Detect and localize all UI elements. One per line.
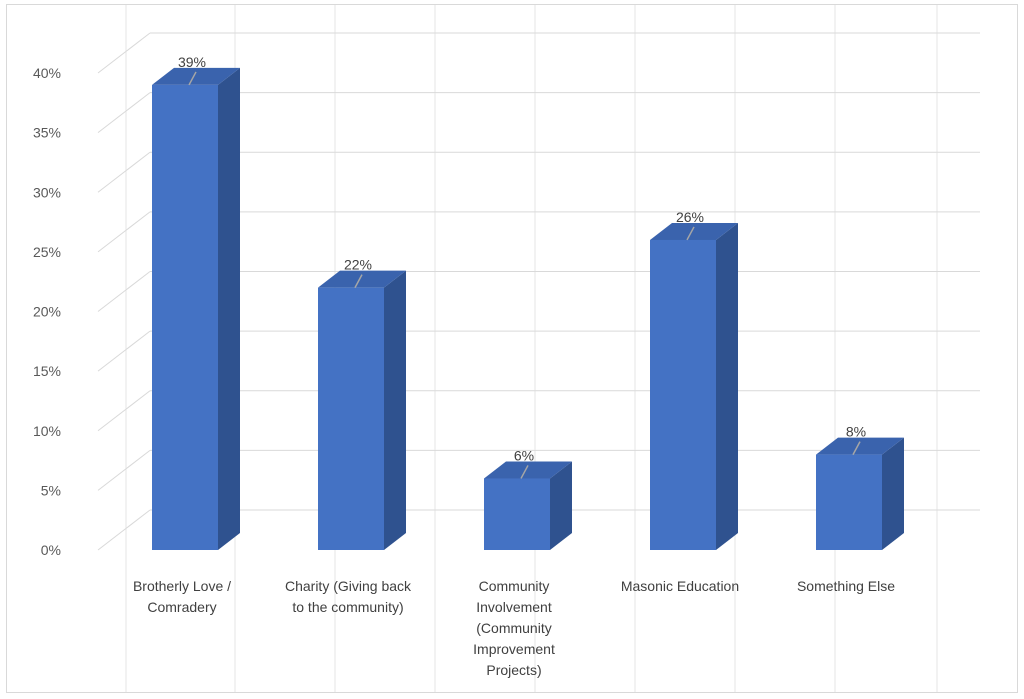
- bar-side: [716, 222, 738, 550]
- gridline-side: [97, 509, 151, 551]
- bar: [152, 84, 218, 551]
- x-category-label: Masonic Education: [621, 578, 739, 594]
- bar: [318, 287, 384, 550]
- y-tick-label: 15%: [33, 363, 61, 379]
- bar-side: [882, 437, 904, 550]
- bar-side: [384, 270, 406, 550]
- y-tick-label: 10%: [33, 423, 61, 439]
- data-label: 39%: [178, 54, 206, 70]
- data-label-leader: [354, 274, 363, 289]
- gridline-side: [97, 390, 151, 432]
- gridline-side: [97, 151, 151, 193]
- y-tick-label: 0%: [41, 542, 61, 558]
- data-label: 22%: [344, 257, 372, 273]
- y-tick-label: 20%: [33, 304, 61, 320]
- y-tick-label: 35%: [33, 125, 61, 141]
- x-category-label: Community Involvement (Community Improvemen…: [473, 578, 555, 678]
- bar-top: [816, 437, 904, 455]
- y-tick-label: 25%: [33, 244, 61, 260]
- bar-side: [218, 67, 240, 551]
- gridline-side: [97, 32, 151, 74]
- column-chart: 0% 5% 10% 15% 20% 25% 30% 35% 40% 39% Brotherly Lo…: [33, 5, 980, 692]
- gridline-side: [97, 271, 151, 312]
- x-category-label: Brotherly Love / Comradery: [133, 578, 231, 615]
- data-label-leader: [686, 226, 695, 241]
- data-label: 8%: [846, 424, 866, 440]
- bar: [650, 239, 716, 550]
- bar: [484, 478, 550, 550]
- data-label-leader: [188, 71, 197, 86]
- y-tick-label: 30%: [33, 184, 61, 200]
- gridline-side: [97, 92, 151, 134]
- bar-top: [152, 67, 240, 85]
- gridline-side: [97, 449, 151, 491]
- data-label: 6%: [514, 447, 534, 463]
- y-tick-label: 40%: [33, 65, 61, 81]
- y-tick-label: 5%: [41, 482, 61, 498]
- data-label: 26%: [676, 209, 704, 225]
- chart-area: 0% 5% 10% 15% 20% 25% 30% 35% 40% 39% Brotherly Lo…: [6, 4, 1018, 693]
- bar-side: [550, 461, 572, 550]
- x-category-label: Charity (Giving back to the community): [285, 578, 412, 615]
- x-category-label: Something Else: [797, 578, 895, 594]
- bar-top: [484, 461, 572, 479]
- bar-top: [318, 270, 406, 288]
- gridline-side: [97, 330, 151, 372]
- data-label-leader: [520, 465, 529, 479]
- bar-top: [650, 222, 738, 240]
- gridline-side: [97, 211, 151, 253]
- bar: [816, 454, 882, 550]
- data-label-leader: [852, 441, 861, 455]
